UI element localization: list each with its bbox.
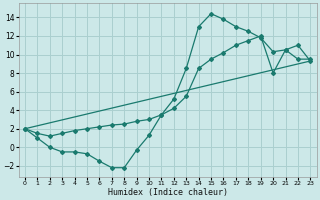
X-axis label: Humidex (Indice chaleur): Humidex (Indice chaleur) — [108, 188, 228, 197]
